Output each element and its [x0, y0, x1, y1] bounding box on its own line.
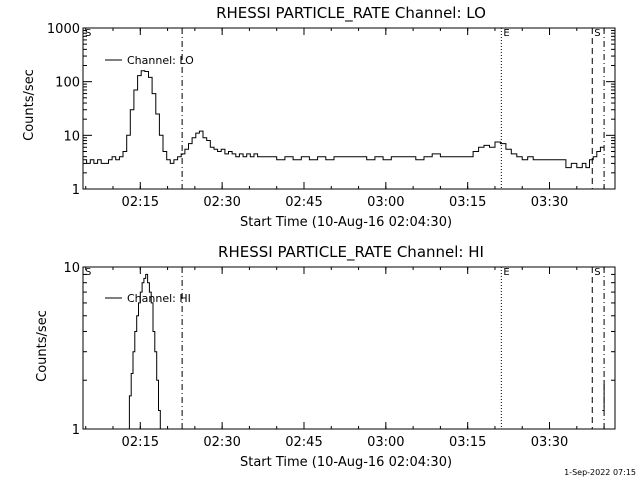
chart-lo-channel: RHESSI PARTICLE_RATE Channel: LO Counts/…: [22, 4, 616, 230]
x-tick-label: 03:30: [531, 195, 568, 210]
y-tick-label: 1: [72, 183, 80, 198]
x-tick-label: 03:00: [367, 195, 404, 210]
y-tick-label: 10: [63, 129, 80, 144]
x-tick-label: 02:30: [203, 195, 240, 210]
y-axis-label: Counts/sec: [35, 310, 50, 382]
legend-entry: Channel: LO: [127, 54, 194, 67]
event-marker-label: S: [594, 28, 600, 39]
series-line: [83, 70, 605, 169]
legend: Channel: HI: [105, 292, 191, 305]
x-axis-label: Start Time (10-Aug-16 02:04:30): [240, 455, 452, 470]
legend: Channel: LO: [105, 54, 194, 67]
series-line: [127, 273, 161, 430]
x-tick-label: 03:30: [531, 435, 568, 450]
x-tick-label: 02:45: [285, 195, 322, 210]
y-tick-label: 100: [55, 76, 80, 91]
x-tick-label: 02:45: [285, 435, 322, 450]
y-axis-label: Counts/sec: [22, 69, 37, 141]
plot-frame: [82, 27, 616, 190]
x-tick-label: 03:15: [449, 195, 486, 210]
x-tick-label: 02:15: [122, 195, 159, 210]
chart-title: RHESSI PARTICLE_RATE Channel: HI: [218, 243, 484, 262]
x-axis-label: Start Time (10-Aug-16 02:04:30): [240, 215, 452, 230]
event-marker-label: S: [594, 267, 600, 278]
event-marker-label: S: [85, 28, 91, 39]
x-tick-label: 03:00: [367, 435, 404, 450]
event-marker-label: E: [503, 267, 509, 278]
x-tick-label: 02:15: [122, 435, 159, 450]
x-tick-label: 03:15: [449, 435, 486, 450]
event-marker-label: E: [503, 28, 509, 39]
chart-hi-channel: RHESSI PARTICLE_RATE Channel: HI Counts/…: [35, 243, 616, 470]
series-line: [602, 380, 605, 411]
footer-timestamp: 1-Sep-2022 07:15: [564, 468, 636, 477]
legend-entry: Channel: HI: [127, 292, 191, 305]
chart-title: RHESSI PARTICLE_RATE Channel: LO: [216, 4, 486, 23]
y-tick-label: 1: [72, 423, 80, 438]
event-marker-label: S: [85, 267, 91, 278]
y-tick-label: 10: [63, 261, 80, 276]
x-tick-label: 02:30: [203, 435, 240, 450]
y-tick-label: 1000: [47, 22, 80, 37]
